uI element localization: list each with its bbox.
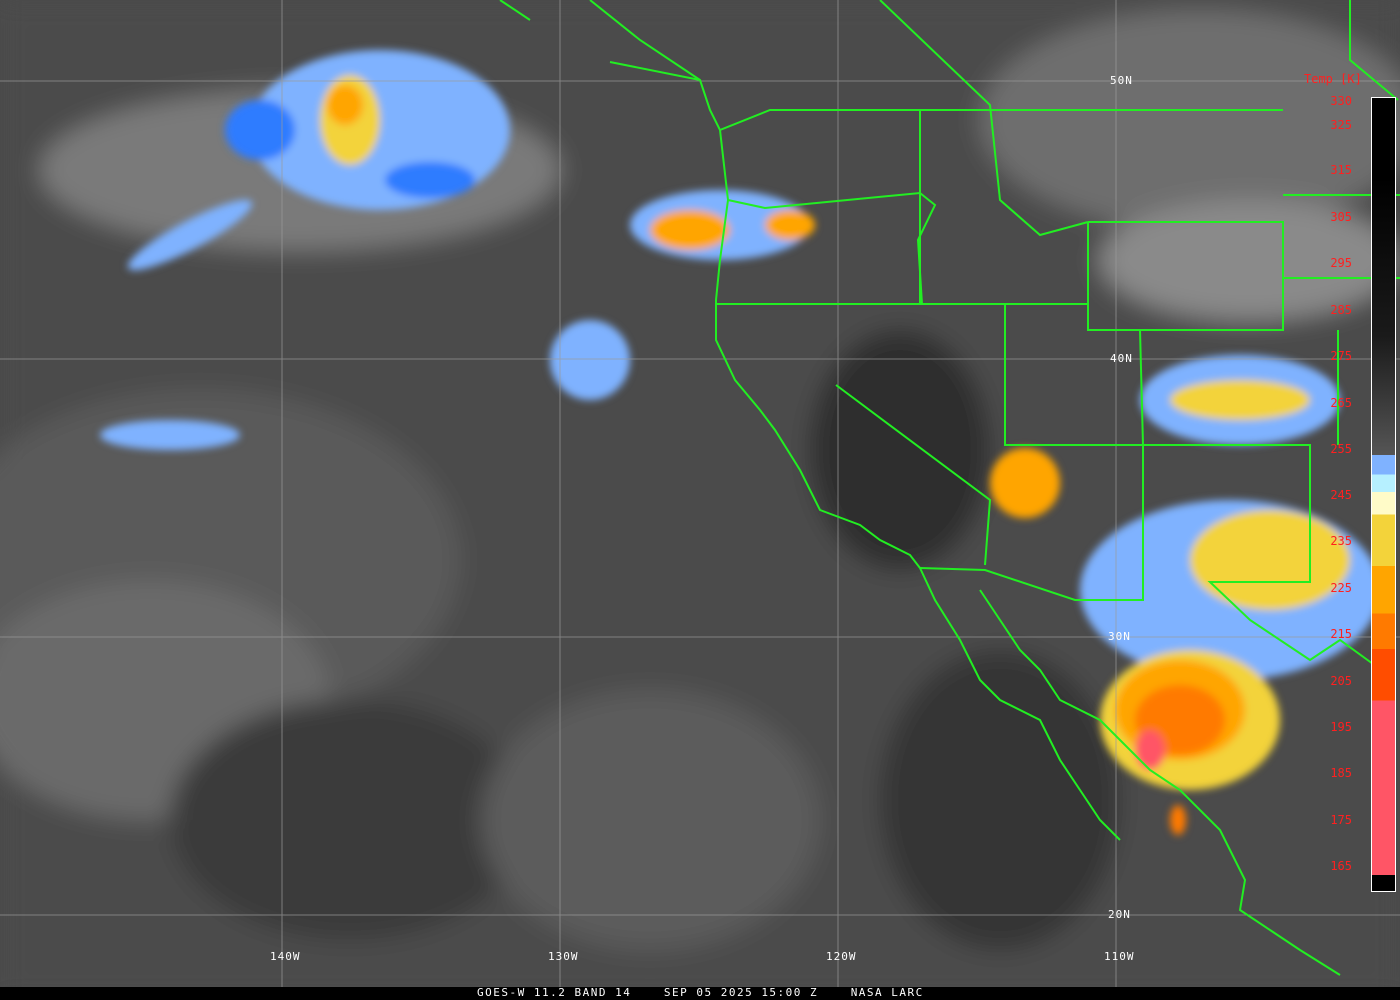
latitude-label-20n: 20N (1108, 908, 1131, 921)
longitude-label-110w: 110W (1104, 950, 1135, 963)
temperature-colorbar (1371, 97, 1396, 892)
colorbar-tick-195: 195 (1330, 720, 1352, 734)
colorbar-tick-255: 255 (1330, 442, 1352, 456)
colorbar-tick-205: 205 (1330, 674, 1352, 688)
longitude-label-140w: 140W (270, 950, 301, 963)
colorbar-tick-225: 225 (1330, 581, 1352, 595)
colorbar-tick-275: 275 (1330, 349, 1352, 363)
colorbar-tick-285: 285 (1330, 303, 1352, 317)
colorbar-tick-265: 265 (1330, 396, 1352, 410)
satellite-band: GOES-W 11.2 BAND 14 (477, 986, 632, 999)
colorbar-tick-215: 215 (1330, 627, 1352, 641)
colorbar-tick-175: 175 (1330, 813, 1352, 827)
legend-title: Temp [K] (1304, 72, 1362, 86)
colorbar-tick-295: 295 (1330, 256, 1352, 270)
longitude-label-120w: 120W (826, 950, 857, 963)
colorbar-tick-165: 165 (1330, 859, 1352, 873)
colorbar-tick-185: 185 (1330, 766, 1352, 780)
longitude-label-130w: 130W (548, 950, 579, 963)
cold-cloud-tops (100, 50, 1380, 835)
caption-bar (0, 987, 1400, 1000)
colorbar-tick-325: 325 (1330, 118, 1352, 132)
colorbar-tick-305: 305 (1330, 210, 1352, 224)
image-source: NASA LARC (850, 986, 924, 999)
latitude-label-40n: 40N (1110, 352, 1133, 365)
political-boundaries (499, 0, 1400, 976)
colorbar-tick-330: 330 (1330, 94, 1352, 108)
image-caption: GOES-W 11.2 BAND 14 SEP 05 2025 15:00 Z … (477, 986, 924, 999)
colorbar-tick-235: 235 (1330, 534, 1352, 548)
image-datetime: SEP 05 2025 15:00 Z (663, 986, 819, 999)
latitude-label-30n: 30N (1108, 630, 1131, 643)
colorbar-tick-245: 245 (1330, 488, 1352, 502)
latitude-label-50n: 50N (1110, 74, 1133, 87)
colorbar-tick-315: 315 (1330, 163, 1352, 177)
